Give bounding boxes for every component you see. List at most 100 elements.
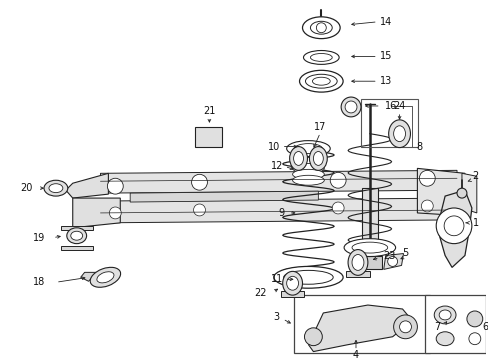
Text: 14: 14 (379, 17, 391, 27)
Ellipse shape (438, 310, 450, 320)
Text: 17: 17 (313, 122, 326, 132)
Polygon shape (81, 273, 96, 281)
Text: 15: 15 (379, 51, 391, 62)
Ellipse shape (283, 270, 332, 284)
Text: 16: 16 (384, 101, 396, 111)
Polygon shape (436, 190, 471, 267)
Circle shape (331, 202, 344, 214)
Circle shape (329, 172, 346, 188)
Circle shape (316, 23, 325, 33)
Ellipse shape (44, 180, 68, 196)
Ellipse shape (435, 332, 453, 346)
Ellipse shape (49, 184, 62, 193)
Text: 1: 1 (472, 218, 478, 228)
Text: 21: 21 (203, 106, 215, 116)
Text: 12: 12 (270, 161, 283, 171)
Ellipse shape (292, 175, 324, 185)
Polygon shape (357, 256, 381, 269)
Circle shape (191, 174, 207, 190)
Circle shape (443, 216, 463, 236)
Ellipse shape (393, 126, 405, 141)
Ellipse shape (347, 249, 367, 275)
Ellipse shape (286, 276, 298, 290)
Polygon shape (346, 271, 369, 277)
Text: 20: 20 (20, 183, 32, 193)
Bar (361, 188, 377, 257)
Circle shape (304, 328, 322, 346)
Text: 23: 23 (383, 251, 395, 261)
Polygon shape (100, 198, 456, 223)
Circle shape (421, 200, 432, 212)
Circle shape (387, 257, 397, 266)
Ellipse shape (388, 120, 409, 148)
Ellipse shape (433, 306, 455, 324)
Text: 5: 5 (402, 248, 408, 257)
Polygon shape (383, 253, 403, 269)
Ellipse shape (97, 272, 114, 283)
Ellipse shape (302, 17, 340, 39)
Ellipse shape (282, 271, 302, 295)
Polygon shape (461, 173, 476, 213)
Ellipse shape (289, 147, 307, 170)
Text: 24: 24 (392, 101, 405, 111)
Circle shape (107, 178, 123, 194)
Ellipse shape (313, 152, 323, 165)
Text: 8: 8 (415, 141, 422, 152)
Text: 2: 2 (472, 171, 478, 181)
Circle shape (456, 188, 466, 198)
Ellipse shape (309, 147, 326, 170)
Ellipse shape (310, 21, 331, 34)
Ellipse shape (71, 231, 82, 240)
Ellipse shape (351, 255, 363, 270)
Polygon shape (130, 191, 318, 202)
Polygon shape (73, 198, 120, 228)
Text: 22: 22 (254, 288, 266, 298)
Ellipse shape (286, 141, 329, 157)
Ellipse shape (305, 74, 337, 88)
Ellipse shape (299, 70, 343, 92)
Circle shape (399, 321, 410, 333)
Polygon shape (100, 170, 456, 193)
Polygon shape (61, 226, 92, 230)
Text: 13: 13 (379, 76, 391, 86)
Ellipse shape (292, 152, 324, 161)
Polygon shape (308, 305, 411, 352)
Ellipse shape (292, 163, 324, 173)
Text: 6: 6 (482, 322, 488, 332)
Polygon shape (66, 173, 108, 198)
Circle shape (345, 101, 356, 113)
Ellipse shape (292, 169, 324, 179)
Bar (425, 295, 485, 352)
Text: 4: 4 (352, 350, 358, 360)
Ellipse shape (303, 50, 339, 64)
Ellipse shape (294, 144, 322, 153)
Circle shape (341, 97, 360, 117)
Polygon shape (280, 291, 304, 297)
Ellipse shape (344, 239, 395, 257)
Circle shape (109, 207, 121, 219)
Text: 11: 11 (270, 274, 282, 284)
Bar (194, 127, 222, 147)
Circle shape (419, 170, 434, 186)
Polygon shape (417, 168, 464, 216)
Ellipse shape (273, 266, 343, 288)
Ellipse shape (90, 267, 121, 287)
Circle shape (468, 333, 480, 345)
Text: 19: 19 (33, 233, 45, 243)
Ellipse shape (351, 242, 387, 253)
Bar (360, 99, 418, 147)
Ellipse shape (292, 157, 324, 167)
Circle shape (193, 204, 205, 216)
Ellipse shape (310, 54, 331, 62)
Ellipse shape (67, 228, 86, 244)
Circle shape (393, 315, 417, 339)
Bar (293, 295, 429, 352)
Text: 10: 10 (267, 141, 279, 152)
Text: 9: 9 (278, 208, 284, 218)
Text: 7: 7 (433, 322, 439, 332)
Ellipse shape (312, 77, 329, 85)
Polygon shape (61, 246, 92, 249)
Circle shape (466, 311, 482, 327)
Text: 3: 3 (273, 312, 279, 322)
Text: 18: 18 (33, 277, 45, 287)
